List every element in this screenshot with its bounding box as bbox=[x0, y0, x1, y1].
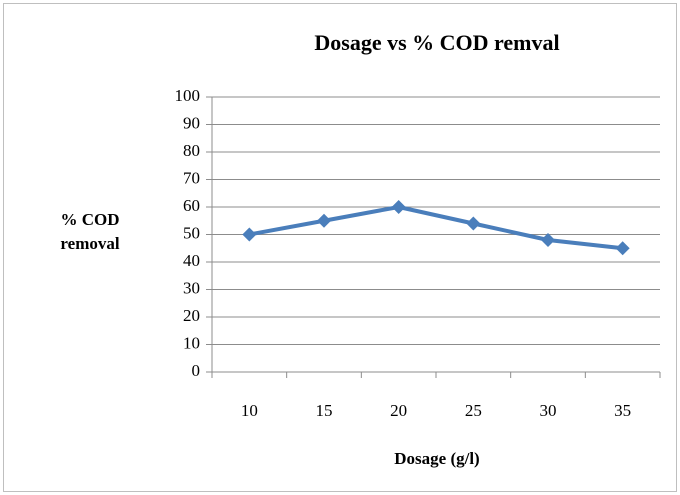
data-line bbox=[248, 205, 623, 251]
data-marker bbox=[541, 233, 555, 247]
y-tick-label: 50 bbox=[183, 223, 200, 242]
data-marker bbox=[317, 213, 331, 228]
x-tick-label: 15 bbox=[316, 401, 333, 420]
x-tick-label: 25 bbox=[465, 401, 482, 420]
y-tick-label: 10 bbox=[183, 333, 200, 352]
y-tick-label: 40 bbox=[183, 251, 200, 270]
x-axis-label: Dosage (g/l) bbox=[394, 449, 479, 468]
y-tick-label: 20 bbox=[183, 306, 200, 325]
x-tick-label: 20 bbox=[390, 401, 407, 420]
x-tick-label: 35 bbox=[614, 401, 631, 420]
data-marker bbox=[615, 241, 630, 256]
data-marker bbox=[391, 200, 406, 214]
y-tick-label: 70 bbox=[183, 168, 200, 187]
y-tick-label: 30 bbox=[183, 278, 200, 297]
y-tick-label: 90 bbox=[183, 113, 200, 132]
y-tick-label: 60 bbox=[183, 196, 200, 215]
x-tick-label: 10 bbox=[241, 401, 258, 420]
x-tick-label: 30 bbox=[540, 401, 557, 420]
chart-border bbox=[3, 3, 677, 492]
y-axis-label: % COD removal bbox=[60, 210, 120, 253]
data-marker bbox=[242, 227, 257, 242]
chart-title: Dosage vs % COD remval bbox=[314, 30, 559, 55]
y-tick-label: 80 bbox=[183, 141, 200, 160]
y-tick-label: 100 bbox=[175, 86, 201, 105]
y-tick-label: 0 bbox=[192, 361, 201, 380]
data-marker bbox=[466, 216, 481, 231]
